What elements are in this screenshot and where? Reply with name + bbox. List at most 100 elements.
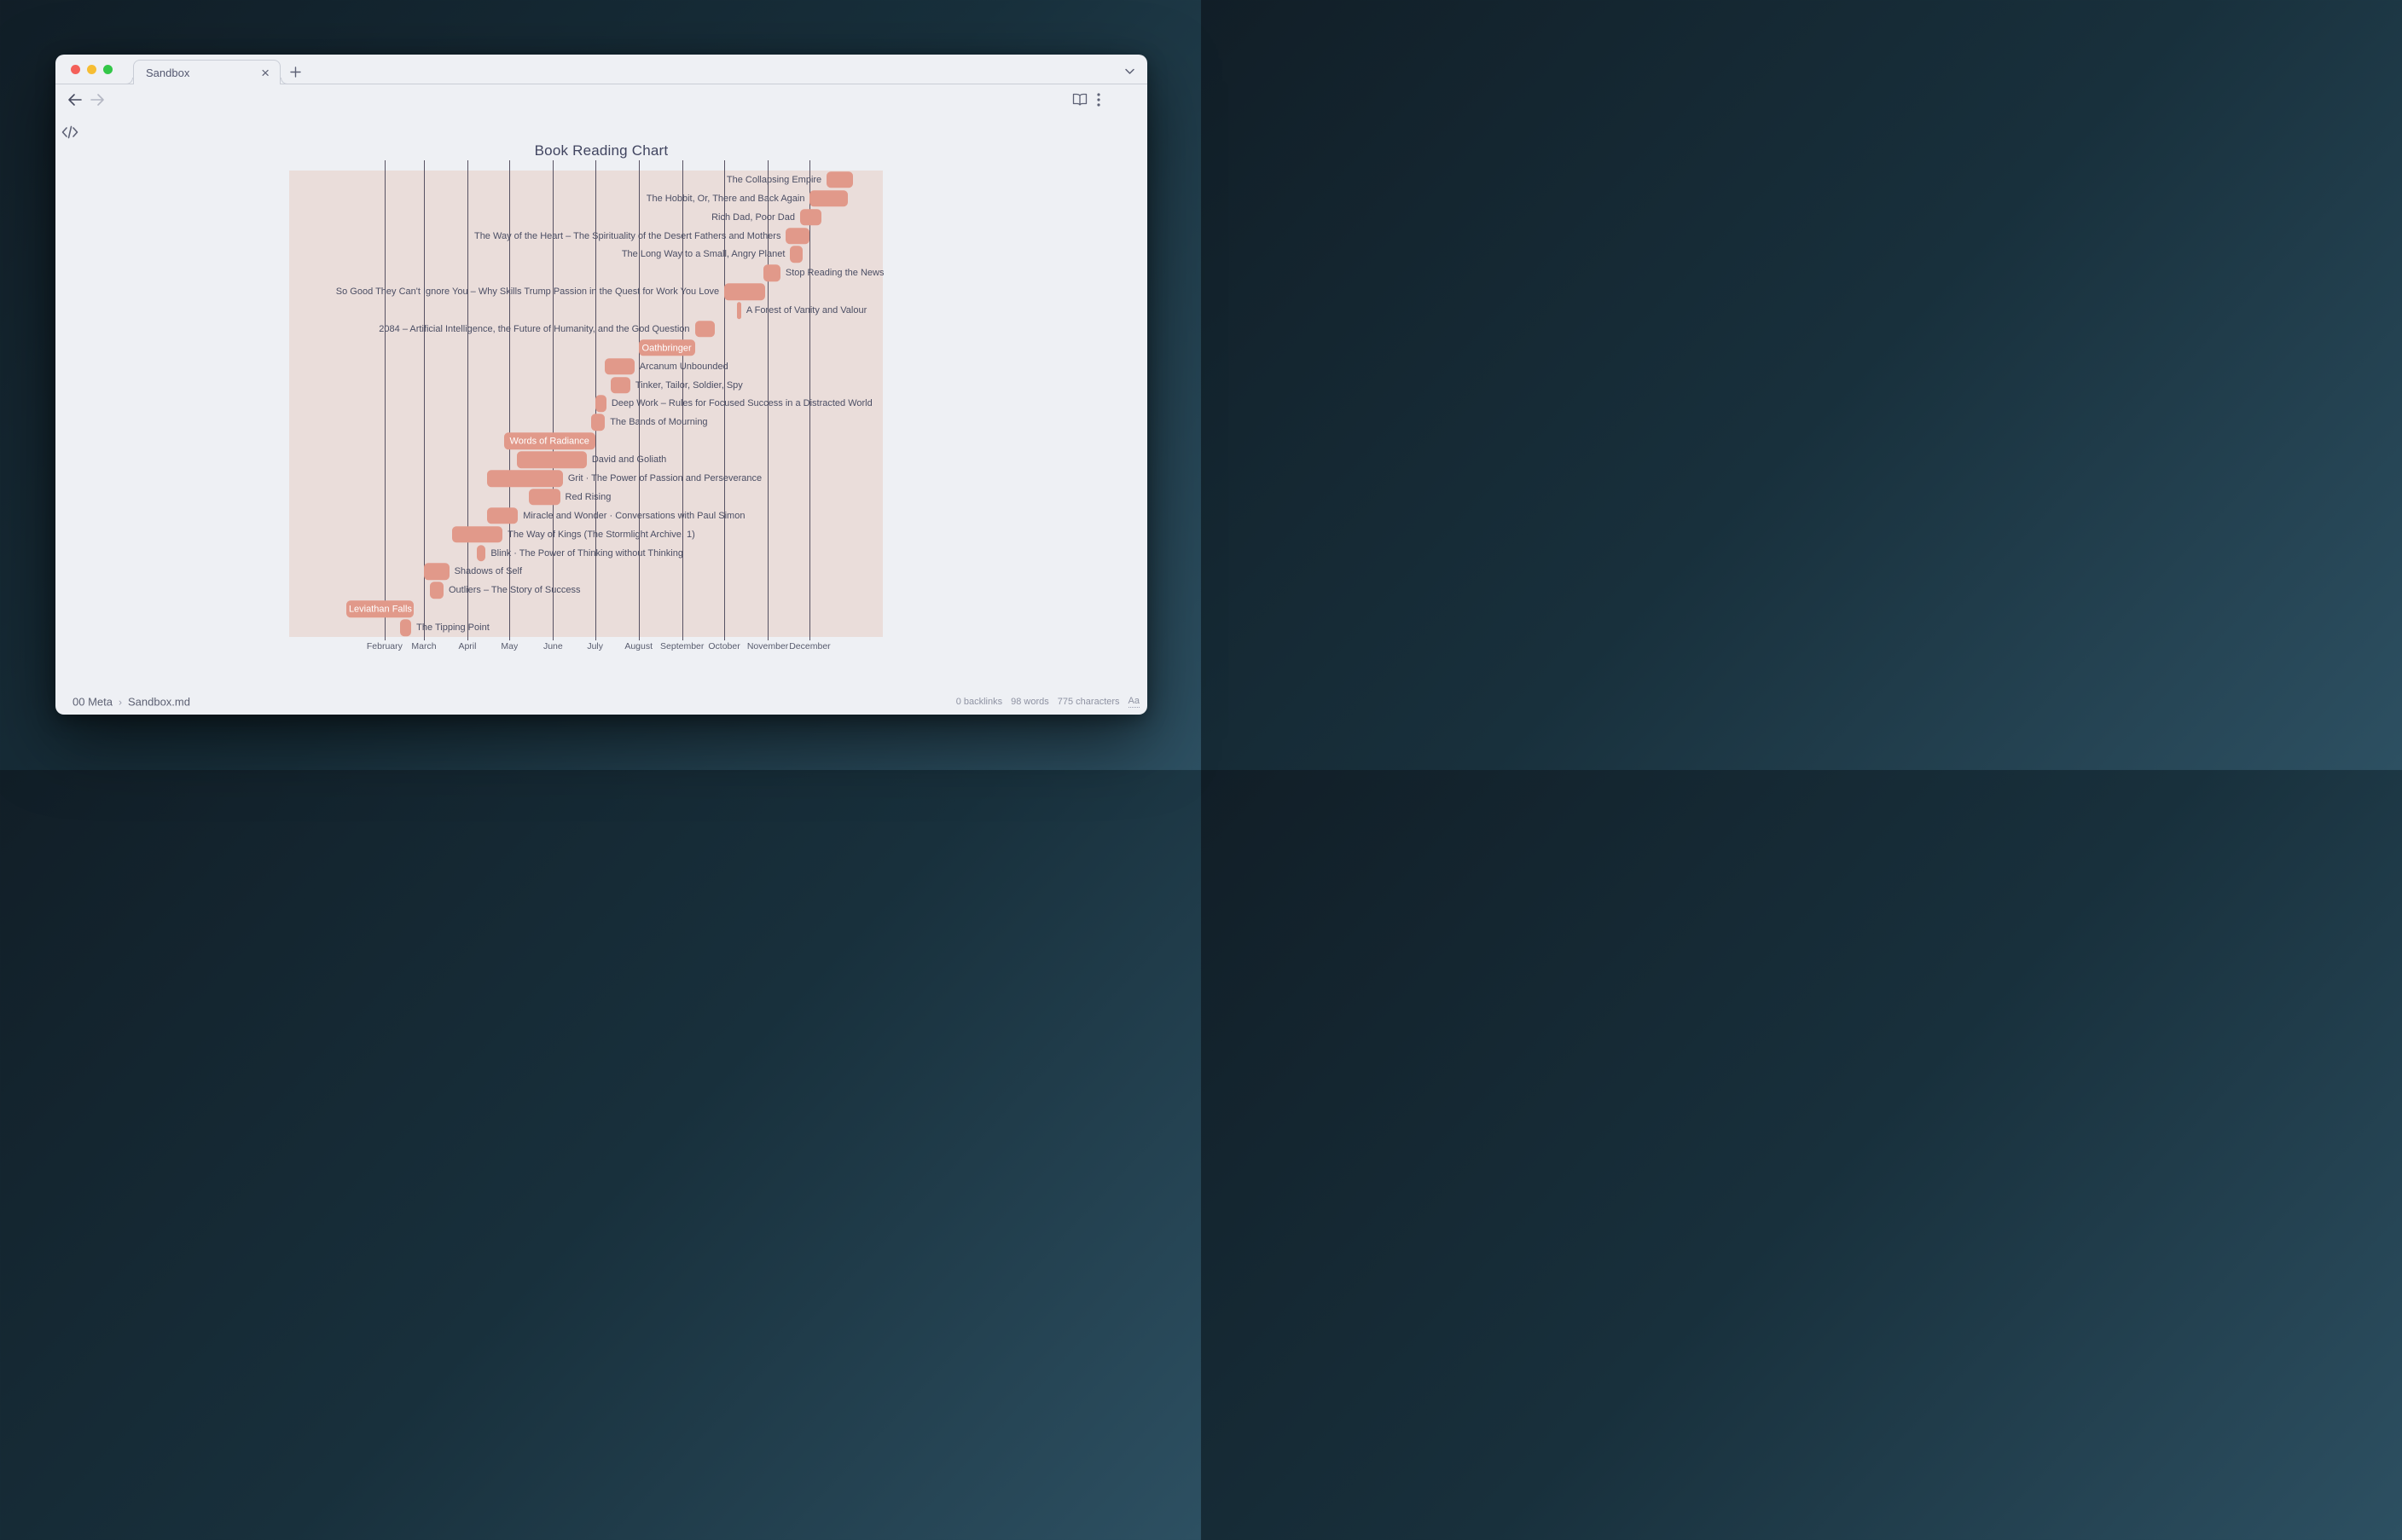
gantt-bar xyxy=(590,414,606,431)
gantt-row: The Collapsing Empire xyxy=(289,171,883,189)
gridline-november xyxy=(768,160,769,640)
task-label: The Tipping Point xyxy=(416,622,490,634)
gantt-bar xyxy=(827,171,854,188)
tab-list-button[interactable] xyxy=(1120,61,1139,80)
gantt-row: Blink · The Power of Thinking without Th… xyxy=(289,544,883,563)
task-label: A Forest of Vanity and Valour xyxy=(746,305,867,316)
tab-flare-left xyxy=(126,78,133,84)
gantt-bar xyxy=(429,582,444,599)
task-label: Grit · The Power of Passion and Persever… xyxy=(567,473,763,484)
gridline-may xyxy=(509,160,511,640)
tab-flare-right xyxy=(281,78,287,84)
gantt-row: Shadows of Self xyxy=(289,562,883,581)
gantt-bar xyxy=(605,357,635,375)
gantt-bar xyxy=(399,619,412,636)
task-label: The Way of Kings (The Stormlight Archive… xyxy=(508,529,695,540)
gantt-row: Rich Dad, Poor Dad xyxy=(289,208,883,227)
axis-month-label: October xyxy=(708,641,740,651)
task-label: Tinker, Tailor, Soldier, Spy xyxy=(635,379,743,391)
more-options-button[interactable] xyxy=(1088,89,1110,111)
gridline-september xyxy=(682,160,683,640)
gantt-bar: Leviathan Falls xyxy=(346,600,415,617)
task-label: Miracle and Wonder · Conversations with … xyxy=(523,510,746,521)
minimize-window-button[interactable] xyxy=(87,65,96,74)
open-book-icon xyxy=(1072,93,1088,106)
gridline-february xyxy=(384,160,386,640)
zoom-window-button[interactable] xyxy=(103,65,113,74)
task-label: Stop Reading the News xyxy=(785,268,885,279)
task-label: Words of Radiance xyxy=(509,436,589,447)
gantt-bar xyxy=(477,544,486,562)
task-label: The Hobbit, Or, There and Back Again xyxy=(646,193,805,204)
gantt-row: Tinker, Tailor, Soldier, Spy xyxy=(289,376,883,395)
close-window-button[interactable] xyxy=(71,65,80,74)
task-label: Red Rising xyxy=(565,491,612,502)
gantt-bar xyxy=(786,227,810,245)
task-label: Blink · The Power of Thinking without Th… xyxy=(490,547,683,559)
gantt-bar xyxy=(451,525,503,543)
traffic-lights xyxy=(71,65,113,74)
gantt-row: 2084 – Artificial Intelligence, the Futu… xyxy=(289,320,883,339)
task-label: Rich Dad, Poor Dad xyxy=(711,211,795,223)
gantt-bar xyxy=(799,208,821,226)
axis-month-label: June xyxy=(542,641,563,651)
task-label: Deep Work – Rules for Focused Success in… xyxy=(611,398,873,409)
tab-sandbox[interactable]: Sandbox × xyxy=(126,60,287,84)
gantt-bar xyxy=(487,470,563,487)
gridline-october xyxy=(724,160,726,640)
breadcrumb-file[interactable]: Sandbox.md xyxy=(127,695,190,709)
gantt-row: The Long Way to a Small, Angry Planet xyxy=(289,246,883,264)
breadcrumb-folder[interactable]: 00 Meta xyxy=(73,695,113,709)
gantt-row: Arcanum Unbounded xyxy=(289,357,883,376)
gantt-bar xyxy=(736,302,741,319)
gantt-bar: Oathbringer xyxy=(638,339,695,356)
gantt-bar xyxy=(487,507,519,524)
status-bar: 00 Meta › Sandbox.md 0 backlinks 98 word… xyxy=(55,689,1147,715)
gridline-april xyxy=(467,160,468,640)
gantt-row: The Way of the Heart – The Spirituality … xyxy=(289,227,883,246)
edit-source-button[interactable] xyxy=(61,124,78,140)
axis-month-label: December xyxy=(789,641,831,651)
gantt-row: Deep Work – Rules for Focused Success in… xyxy=(289,395,883,414)
task-label: David and Goliath xyxy=(591,454,667,466)
tab-bar: Sandbox × xyxy=(55,55,1147,84)
task-label: The Bands of Mourning xyxy=(610,417,708,428)
axis-month-label: May xyxy=(501,641,519,651)
forward-button[interactable] xyxy=(86,89,108,111)
code-icon xyxy=(61,125,78,139)
axis-month-label: April xyxy=(458,641,477,651)
gantt-row: Outliers – The Story of Success xyxy=(289,581,883,599)
task-label: Arcanum Unbounded xyxy=(639,361,728,372)
reading-view-button[interactable] xyxy=(1069,89,1091,111)
axis-month-label: July xyxy=(587,641,604,651)
breadcrumb-separator-icon: › xyxy=(118,696,122,708)
word-count: 98 words xyxy=(1011,697,1049,707)
new-tab-button[interactable] xyxy=(286,62,305,81)
gantt-row: The Bands of Mourning xyxy=(289,413,883,431)
tab-title: Sandbox xyxy=(146,66,190,79)
properties-toggle[interactable]: Aa xyxy=(1128,696,1140,708)
arrow-right-icon xyxy=(90,94,104,106)
character-count: 775 characters xyxy=(1057,697,1120,707)
gantt-bar xyxy=(809,190,848,207)
gantt-bar xyxy=(516,451,587,468)
chart-title: Book Reading Chart xyxy=(534,142,669,159)
gantt-bar xyxy=(724,283,765,300)
task-label: The Collapsing Empire xyxy=(726,174,822,185)
gantt-row: Words of Radiance xyxy=(289,431,883,450)
gantt-row: The Tipping Point xyxy=(289,618,883,637)
task-label: Leviathan Falls xyxy=(348,604,412,615)
axis-month-label: November xyxy=(746,641,789,651)
gantt-row: Oathbringer xyxy=(289,339,883,357)
gantt-bar xyxy=(595,395,606,413)
task-label: 2084 – Artificial Intelligence, the Futu… xyxy=(379,323,690,334)
task-label: Outliers – The Story of Success xyxy=(448,585,581,596)
gantt-row: The Way of Kings (The Stormlight Archive… xyxy=(289,525,883,544)
gantt-row: Leviathan Falls xyxy=(289,599,883,618)
back-button[interactable] xyxy=(64,89,86,111)
close-tab-icon[interactable]: × xyxy=(261,64,270,81)
gantt-row: The Hobbit, Or, There and Back Again xyxy=(289,189,883,208)
gantt-bar xyxy=(423,563,450,581)
axis-month-label: September xyxy=(660,641,705,651)
status-stats: 0 backlinks 98 words 775 characters Aa xyxy=(956,696,1140,708)
